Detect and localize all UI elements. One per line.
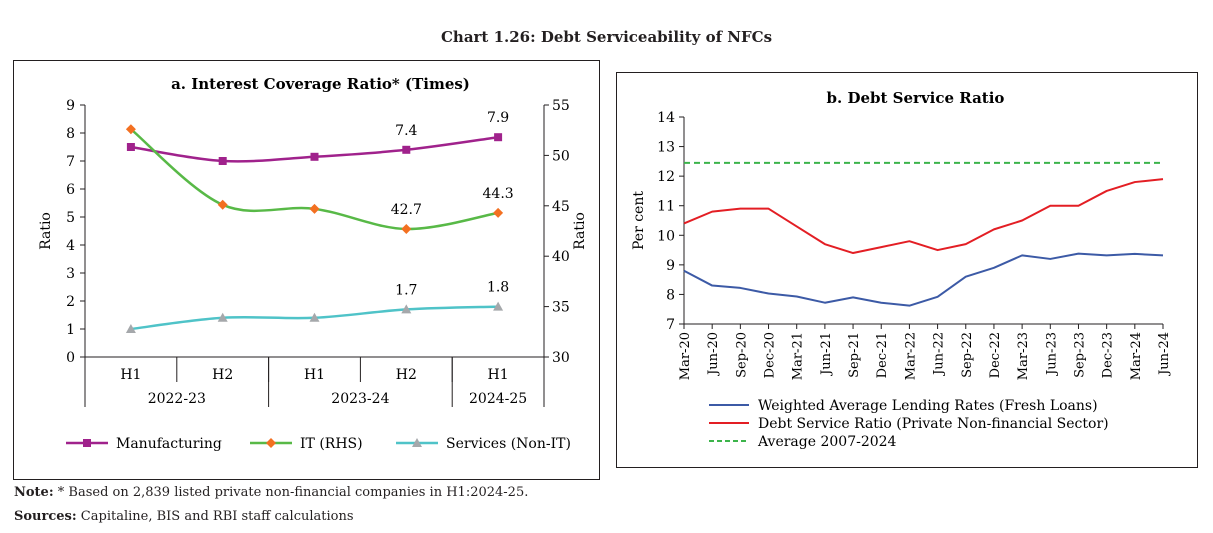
legend-label: IT (RHS)	[300, 436, 363, 452]
y-tick-label: 9	[666, 258, 675, 274]
x-tick-label: Mar-21	[791, 332, 806, 380]
y-tick-label-right: 50	[552, 148, 570, 164]
y-tick-label-left: 8	[66, 126, 75, 142]
y-tick-label-left: 9	[66, 98, 75, 114]
x-tick-label: Mar-20	[678, 332, 693, 380]
y-tick-label-left: 3	[66, 266, 75, 282]
figure-title: Chart 1.26: Debt Serviceability of NFCs	[440, 28, 773, 46]
data-point	[493, 301, 504, 311]
y-tick-label-left: 6	[66, 182, 75, 198]
data-point	[309, 203, 320, 214]
x-tick-label: Sep-21	[847, 332, 862, 378]
y-tick-label: 14	[657, 110, 675, 126]
legend-marker	[412, 438, 422, 447]
y-tick-label-right: 45	[552, 199, 570, 215]
chart-title: b. Debt Service Ratio	[827, 89, 1005, 107]
x-tick-label: H2	[212, 367, 233, 383]
x-tick-label: Sep-23	[1072, 332, 1087, 378]
y-tick-label-right: 40	[552, 249, 570, 265]
y-tick-label-left: 4	[66, 238, 75, 254]
series-line-weighted-average-lending-rates-fresh-loans-	[683, 252, 1164, 307]
data-point	[401, 223, 412, 234]
legend-marker	[266, 438, 276, 448]
y-tick-label-right: 30	[552, 350, 570, 366]
x-tick-label: Jun-22	[932, 332, 947, 377]
y-tick-label-left: 1	[66, 322, 75, 338]
y-tick-label-left: 5	[66, 210, 75, 226]
x-group-label: 2024-25	[469, 391, 527, 407]
x-tick-label: Dec-22	[988, 332, 1003, 378]
data-label: 7.9	[487, 110, 509, 126]
x-tick-label: H1	[120, 367, 141, 383]
x-tick-label: H2	[396, 367, 417, 383]
data-point	[126, 143, 135, 151]
sources: Sources: Capitaline, BIS and RBI staff c…	[14, 509, 354, 524]
data-point	[494, 133, 503, 142]
x-tick-label: Mar-24	[1129, 332, 1144, 380]
data-label: 1.8	[487, 280, 509, 296]
sources-label: Sources:	[14, 509, 77, 524]
y-tick-label-right: 55	[552, 98, 570, 114]
data-point	[493, 207, 504, 218]
data-label: 1.7	[395, 282, 417, 298]
y-axis-label-left: Ratio	[38, 212, 54, 250]
data-point	[402, 145, 411, 154]
x-tick-label: Mar-23	[1016, 332, 1031, 380]
x-tick-label: Dec-21	[875, 332, 890, 378]
legend-label: Services (Non-IT)	[446, 436, 571, 452]
x-group-label: 2022-23	[148, 391, 206, 407]
data-point	[401, 304, 412, 314]
data-point	[218, 157, 227, 165]
legend-label: Average 2007-2024	[757, 434, 897, 450]
y-tick-label-left: 2	[66, 294, 75, 310]
debt-service-chart: b. Debt Service Ratio 7 8 9 10 11 12 13 14 Per ce…	[631, 89, 1172, 450]
legend-label: Manufacturing	[116, 436, 222, 452]
panel-interest-coverage: a. Interest Coverage Ratio* (Times) 0 1 2 3 4…	[13, 60, 600, 480]
data-point	[217, 312, 228, 322]
chart-title: a. Interest Coverage Ratio* (Times)	[171, 75, 470, 93]
legend-label: Weighted Average Lending Rates (Fresh Lo…	[758, 398, 1098, 414]
y-axis-label-right: Ratio	[572, 212, 588, 250]
note: Note: * Based on 2,839 listed private no…	[14, 485, 528, 500]
x-tick-label: Jun-24	[1157, 332, 1172, 377]
note-text: * Based on 2,839 listed private non-fina…	[53, 485, 529, 500]
y-tick-label-right: 35	[552, 300, 570, 316]
y-tick-label: 12	[657, 169, 675, 185]
x-tick-label: Dec-20	[763, 332, 778, 378]
sources-text: Capitaline, BIS and RBI staff calculatio…	[76, 509, 354, 524]
y-axis-label: Per cent	[631, 191, 647, 250]
x-tick-label: Jun-21	[819, 332, 834, 377]
x-tick-label: H1	[304, 367, 325, 383]
y-tick-label: 10	[657, 228, 675, 244]
data-point	[125, 324, 136, 333]
x-tick-label: Dec-23	[1101, 332, 1116, 378]
data-point	[309, 312, 320, 322]
x-tick-label: Sep-20	[734, 332, 749, 378]
x-tick-label: Sep-22	[960, 332, 975, 378]
series-line-debt-service-ratio-private-non-financial-sector-	[683, 178, 1164, 255]
panel-debt-service: b. Debt Service Ratio 7 8 9 10 11 12 13 14 Per ce…	[616, 72, 1198, 468]
y-tick-label: 11	[657, 199, 675, 215]
data-label: 44.3	[483, 186, 514, 202]
y-tick-label: 13	[657, 140, 675, 156]
legend-label: Debt Service Ratio (Private Non-financia…	[758, 416, 1109, 432]
x-group-label: 2023-24	[331, 391, 389, 407]
data-label: 42.7	[391, 202, 422, 218]
x-tick-label: Jun-20	[706, 332, 721, 377]
x-tick-label: Mar-22	[903, 332, 918, 380]
data-point	[217, 199, 228, 210]
legend-marker	[83, 439, 91, 447]
y-tick-label-left: 7	[66, 154, 75, 170]
data-point	[310, 152, 319, 161]
x-tick-label: H1	[488, 367, 509, 383]
y-tick-label: 8	[666, 287, 675, 303]
interest-coverage-chart: a. Interest Coverage Ratio* (Times) 0 1 2 3 4…	[38, 75, 588, 452]
y-tick-label: 7	[666, 317, 675, 333]
x-tick-label: Jun-23	[1044, 332, 1059, 377]
note-label: Note:	[14, 485, 54, 500]
y-tick-label-left: 0	[66, 350, 75, 366]
data-label: 7.4	[395, 123, 417, 139]
